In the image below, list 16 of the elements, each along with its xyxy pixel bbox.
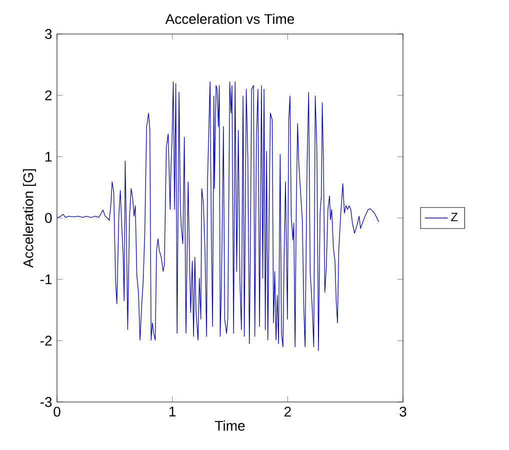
y-axis-title: Acceleration [G] [22, 169, 36, 268]
x-tick-label: 1 [170, 406, 176, 416]
y-tick-label: 1 [46, 152, 52, 162]
y-tick-label: -2 [40, 336, 52, 346]
line-series [57, 82, 379, 351]
y-tick-label: -3 [40, 397, 52, 407]
x-tick-label: 0 [54, 406, 60, 417]
chart-title: Acceleration vs Time [165, 14, 294, 24]
x-axis-title: Time [215, 420, 245, 431]
legend-label: Z [451, 212, 458, 222]
y-tick-label: 2 [45, 90, 52, 100]
y-tick-label: -1 [40, 274, 52, 284]
y-tick-label: 3 [45, 29, 52, 39]
x-tick-label: 2 [284, 406, 291, 416]
y-tick-label: 0 [45, 213, 52, 223]
x-tick-label: 3 [400, 406, 406, 417]
